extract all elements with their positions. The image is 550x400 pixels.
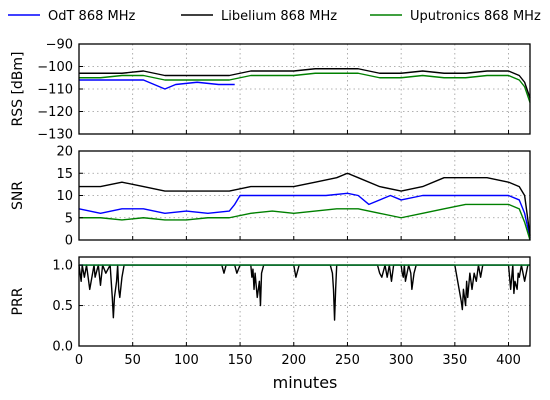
y-tick-label: 20 [56,145,73,160]
y-tick-label: −90 [46,38,73,53]
y-tick-label: 5 [65,211,73,226]
y-tick-label: −110 [37,83,73,98]
legend-label-odt: OdT 868 MHz [48,9,135,24]
panel-rss: −90 −100 −110 −120 −130 RSS [dBm] [10,38,531,143]
y-tick-label: −120 [37,105,73,120]
y-axis-label-prr: PRR [10,287,26,315]
y-tick-label: 10 [56,189,73,204]
panel-snr: 0 5 10 15 20 SNR [10,145,531,249]
x-tick-label: 200 [281,353,306,368]
y-tick-label: 0.5 [52,299,73,314]
y-tick-label: 15 [56,167,73,182]
legend: OdT 868 MHz Libelium 868 MHz Uputronics … [8,9,541,24]
y-axis-label-rss: RSS [dBm] [10,51,26,126]
x-axis-label: minutes [273,373,338,392]
series-rss-odt [79,79,235,90]
x-tick-label: 350 [442,353,467,368]
y-tick-label: 0.0 [52,340,73,355]
series-rss-libelium [79,68,531,99]
plot-frame [78,256,531,347]
x-tick-label: 50 [124,353,141,368]
series-rss-uputronics [79,72,531,103]
panel-prr: 0.0 0.5 1.0 0 50 100 150 200 250 300 350 400 PRR [10,256,531,368]
y-tick-label: 0 [65,234,73,249]
y-axis-label-snr: SNR [10,181,26,210]
x-tick-label: 300 [389,353,414,368]
x-tick-label: 400 [496,353,521,368]
x-tick-label: 250 [335,353,360,368]
x-tick-label: 100 [174,353,199,368]
y-tick-label: −130 [37,128,73,143]
series-snr-libelium [79,172,531,236]
x-tick-label: 150 [228,353,253,368]
x-tick-label: 0 [75,353,83,368]
legend-label-libelium: Libelium 868 MHz [221,9,337,24]
series-snr-uputronics [79,203,531,241]
y-tick-label: −100 [37,60,73,75]
series-prr-libelium [78,264,530,321]
legend-label-uputronics: Uputronics 868 MHz [410,9,541,24]
y-tick-label: 1.0 [52,259,73,274]
series-snr-odt [78,192,531,238]
